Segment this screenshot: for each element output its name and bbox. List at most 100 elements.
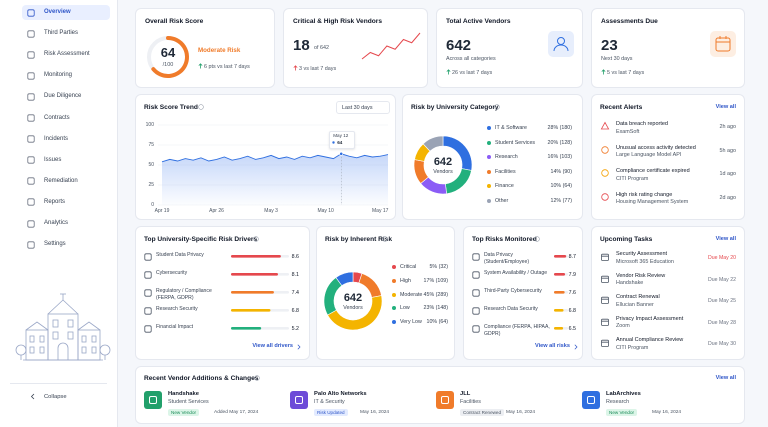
graphic <box>30 393 35 400</box>
graphic <box>582 391 600 409</box>
bar <box>554 291 565 294</box>
alert-title: Data breach reported <box>616 121 668 127</box>
nav-item[interactable]: Overview <box>22 5 110 20</box>
calendar-icon <box>601 275 609 283</box>
legend-dot <box>487 140 491 145</box>
alert-sub: CITI Program <box>616 175 649 182</box>
risk-name: Student Data Privacy <box>156 252 204 258</box>
nav-item[interactable]: Reports <box>22 195 110 210</box>
item-icon <box>472 307 480 315</box>
kpi-title: Overall Risk Score <box>145 18 204 25</box>
graphic <box>144 325 152 333</box>
card-title: Top Risks Monitored <box>472 236 537 243</box>
task-due: Due May 22 <box>708 276 736 283</box>
risk-name: Research Security <box>156 306 198 312</box>
legend-dot <box>392 292 396 297</box>
nav-item[interactable]: Analytics <box>22 216 110 231</box>
task-title: Vendor Risk Review <box>616 272 666 279</box>
vendor-name: Palo Alto Networks <box>314 391 367 397</box>
sidebar: Overview Third Parties Risk Assessment Moni… <box>0 0 118 427</box>
graphic <box>487 140 491 145</box>
graphic <box>601 296 609 304</box>
graphic <box>554 273 568 276</box>
item-icon <box>27 114 35 122</box>
graphic <box>487 169 491 174</box>
view-all-link[interactable]: View all <box>715 236 736 242</box>
nav-item[interactable]: Contracts <box>22 111 110 126</box>
nav-label: Reports <box>44 198 66 205</box>
nav-item[interactable]: Remediation <box>22 174 110 189</box>
nav-item[interactable]: Risk Assessment <box>22 47 110 62</box>
task-title: Privacy Impact Assessment <box>616 315 684 322</box>
vendor-logo <box>436 391 454 409</box>
alert-sub: ExamSoft <box>616 128 640 135</box>
legend-value: 16% (103) <box>547 154 572 160</box>
legend-dot <box>487 155 491 159</box>
nav-item[interactable]: Monitoring <box>22 68 110 83</box>
alert-sub: Large Language Model API <box>616 152 682 158</box>
donut-total-label: Vendors <box>343 305 363 311</box>
nav-label: Contracts <box>44 114 70 121</box>
y-tick-label: 0 <box>151 201 154 208</box>
view-all-link[interactable]: View all risks <box>534 343 570 349</box>
risk-value: 5.2 <box>291 326 299 332</box>
graphic <box>231 327 289 330</box>
alert-title: Unusual access activity detected <box>616 144 696 151</box>
alert-time: 1d ago <box>719 171 737 177</box>
graphic <box>27 135 35 143</box>
bar <box>231 273 278 276</box>
nav-item[interactable]: Third Parties <box>22 26 110 41</box>
info-icon <box>253 236 259 242</box>
calendar-icon <box>601 339 609 347</box>
range-dropdown[interactable]: Last 30 days <box>336 101 390 114</box>
view-all-link[interactable]: View all drivers <box>252 343 293 349</box>
tasks-card: Upcoming Tasks View all Security Assessmen… <box>591 226 745 360</box>
vendor-name: Handshake <box>168 391 199 397</box>
item-icon <box>144 253 152 261</box>
calendar-icon <box>601 296 609 304</box>
risk-name: Compliance (FERPA, HIPAA, GDPR) <box>484 324 550 337</box>
kpi-title: Total Active Vendors <box>446 18 511 25</box>
view-all-link[interactable]: View all <box>715 104 736 110</box>
legend-dot <box>487 198 491 203</box>
card-title: Recent Alerts <box>600 104 643 111</box>
collapse-button[interactable]: Collapse <box>22 391 82 403</box>
nav-item[interactable]: Due Diligence <box>22 89 110 104</box>
nav-item[interactable]: Settings <box>22 237 110 252</box>
graphic <box>534 236 540 242</box>
x-tick-label: Apr 26 <box>209 208 224 214</box>
card-title: Risk by Inherent Risk <box>325 236 393 243</box>
graphic <box>27 51 35 59</box>
legend-dot <box>392 265 396 269</box>
risk-value: 7.6 <box>568 290 576 296</box>
risk-value: 7.9 <box>568 272 576 278</box>
tooltip-date: May 12 <box>333 133 349 139</box>
vendor-logo-glyph <box>441 396 449 404</box>
x-tick-label: May 17 <box>372 208 389 214</box>
risk-value: 8.6 <box>291 254 299 260</box>
nav-item[interactable]: Issues <box>22 153 110 168</box>
legend-value: 28% (180) <box>547 125 572 131</box>
bar <box>231 309 271 312</box>
item-icon <box>144 307 152 315</box>
risk-value: 7.4 <box>291 290 299 296</box>
nav-label: Third Parties <box>44 30 79 37</box>
alert-icon <box>600 121 610 130</box>
kpi-of: of 642 <box>314 45 329 51</box>
kpi-value: 64 <box>160 45 176 60</box>
graphic <box>144 271 152 279</box>
vendor-logo <box>144 391 162 409</box>
graphic <box>601 318 609 326</box>
graphic <box>297 344 301 349</box>
graphic <box>494 104 500 110</box>
nav-item[interactable]: Incidents <box>22 132 110 147</box>
graphic <box>27 156 35 164</box>
kpi-sub: Across all categories <box>446 56 496 62</box>
view-all-link[interactable]: View all <box>715 375 736 381</box>
legend-value: 10% (64) <box>426 319 449 326</box>
risk-name: Cybersecurity <box>156 270 188 276</box>
legend-dot <box>487 184 491 188</box>
graphic <box>27 72 35 80</box>
graphic <box>601 69 606 75</box>
item-icon <box>144 325 152 333</box>
